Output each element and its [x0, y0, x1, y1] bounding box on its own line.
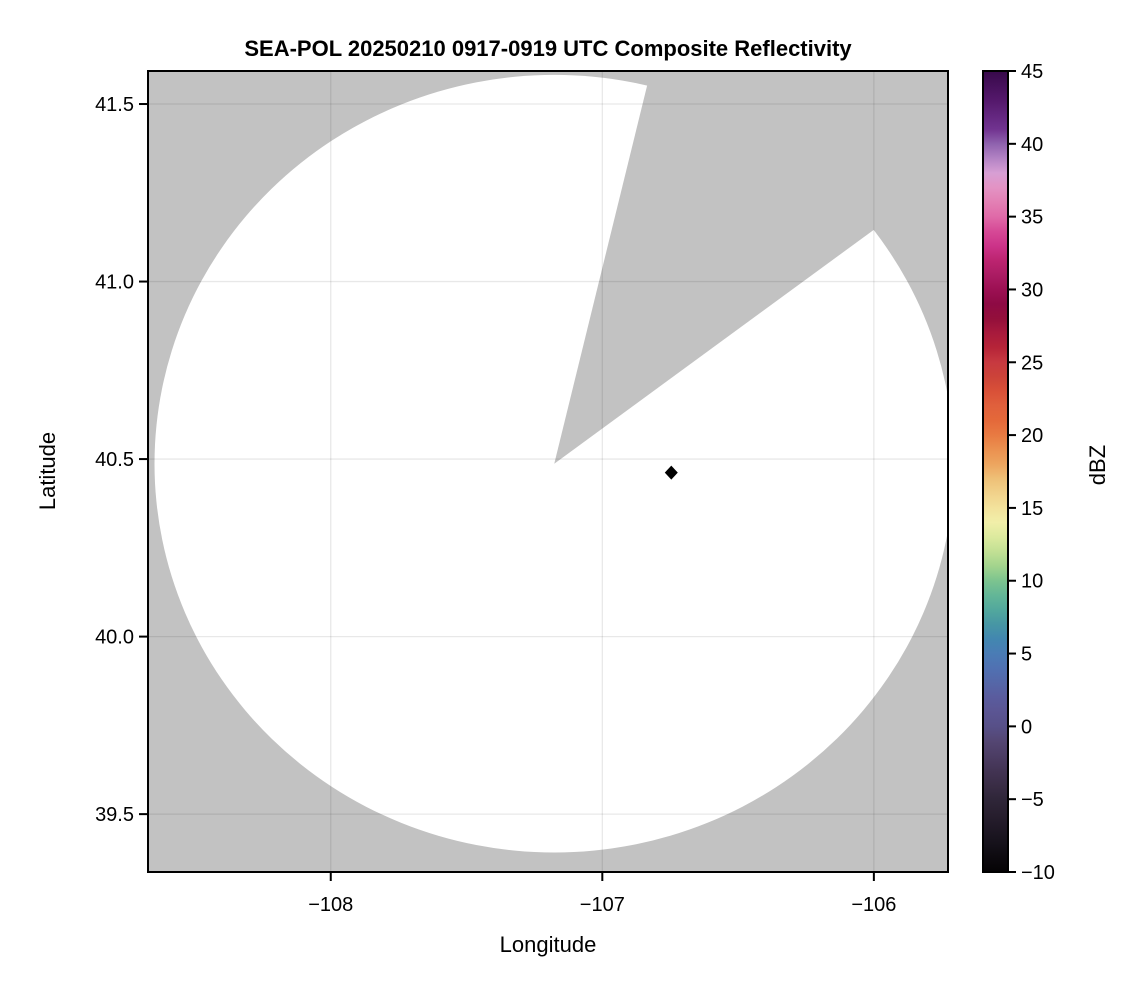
colorbar-tick-label: −5 — [1021, 789, 1044, 811]
y-tick-label: 40.5 — [95, 449, 134, 471]
colorbar-tick-label: 0 — [1021, 716, 1032, 738]
x-tick-label: −108 — [308, 894, 353, 916]
colorbar-tick-label: 20 — [1021, 425, 1043, 447]
plot-border — [147, 70, 949, 873]
y-tick-label: 41.5 — [95, 94, 134, 116]
colorbar-tick-label: 25 — [1021, 352, 1043, 374]
colorbar-tick-label: 15 — [1021, 498, 1043, 520]
colorbar-tick-label: 35 — [1021, 207, 1043, 229]
colorbar-border — [982, 70, 1009, 873]
x-axis: −108 −107 −106 — [308, 872, 896, 916]
colorbar: 45 40 35 30 25 20 15 10 5 0 −5 −10 dBZ — [982, 61, 1110, 884]
missing-sector-wedge — [554, 71, 948, 464]
gridlines — [148, 71, 948, 872]
y-axis-label: Latitude — [35, 432, 60, 510]
y-axis: 41.5 41.0 40.5 40.0 39.5 — [95, 94, 148, 826]
colorbar-tick-label: −10 — [1021, 862, 1055, 884]
y-tick-label: 40.0 — [95, 627, 134, 649]
x-tick-label: −106 — [851, 894, 896, 916]
plot-area — [147, 70, 949, 873]
colorbar-tick-label: 30 — [1021, 279, 1043, 301]
x-tick-label: −107 — [580, 894, 625, 916]
y-tick-label: 39.5 — [95, 804, 134, 826]
colorbar-tick-label: 45 — [1021, 61, 1043, 83]
colorbar-tick-label: 5 — [1021, 644, 1032, 666]
colorbar-ticks: 45 40 35 30 25 20 15 10 5 0 −5 −10 — [1008, 61, 1055, 884]
y-tick-label: 41.0 — [95, 272, 134, 294]
colorbar-tick-label: 10 — [1021, 571, 1043, 593]
x-axis-label: Longitude — [500, 932, 597, 957]
colorbar-tick-label: 40 — [1021, 134, 1043, 156]
colorbar-bar — [983, 71, 1008, 872]
chart-title: SEA-POL 20250210 0917-0919 UTC Composite… — [244, 36, 852, 61]
colorbar-label: dBZ — [1085, 445, 1110, 485]
echo-marker — [664, 465, 678, 480]
